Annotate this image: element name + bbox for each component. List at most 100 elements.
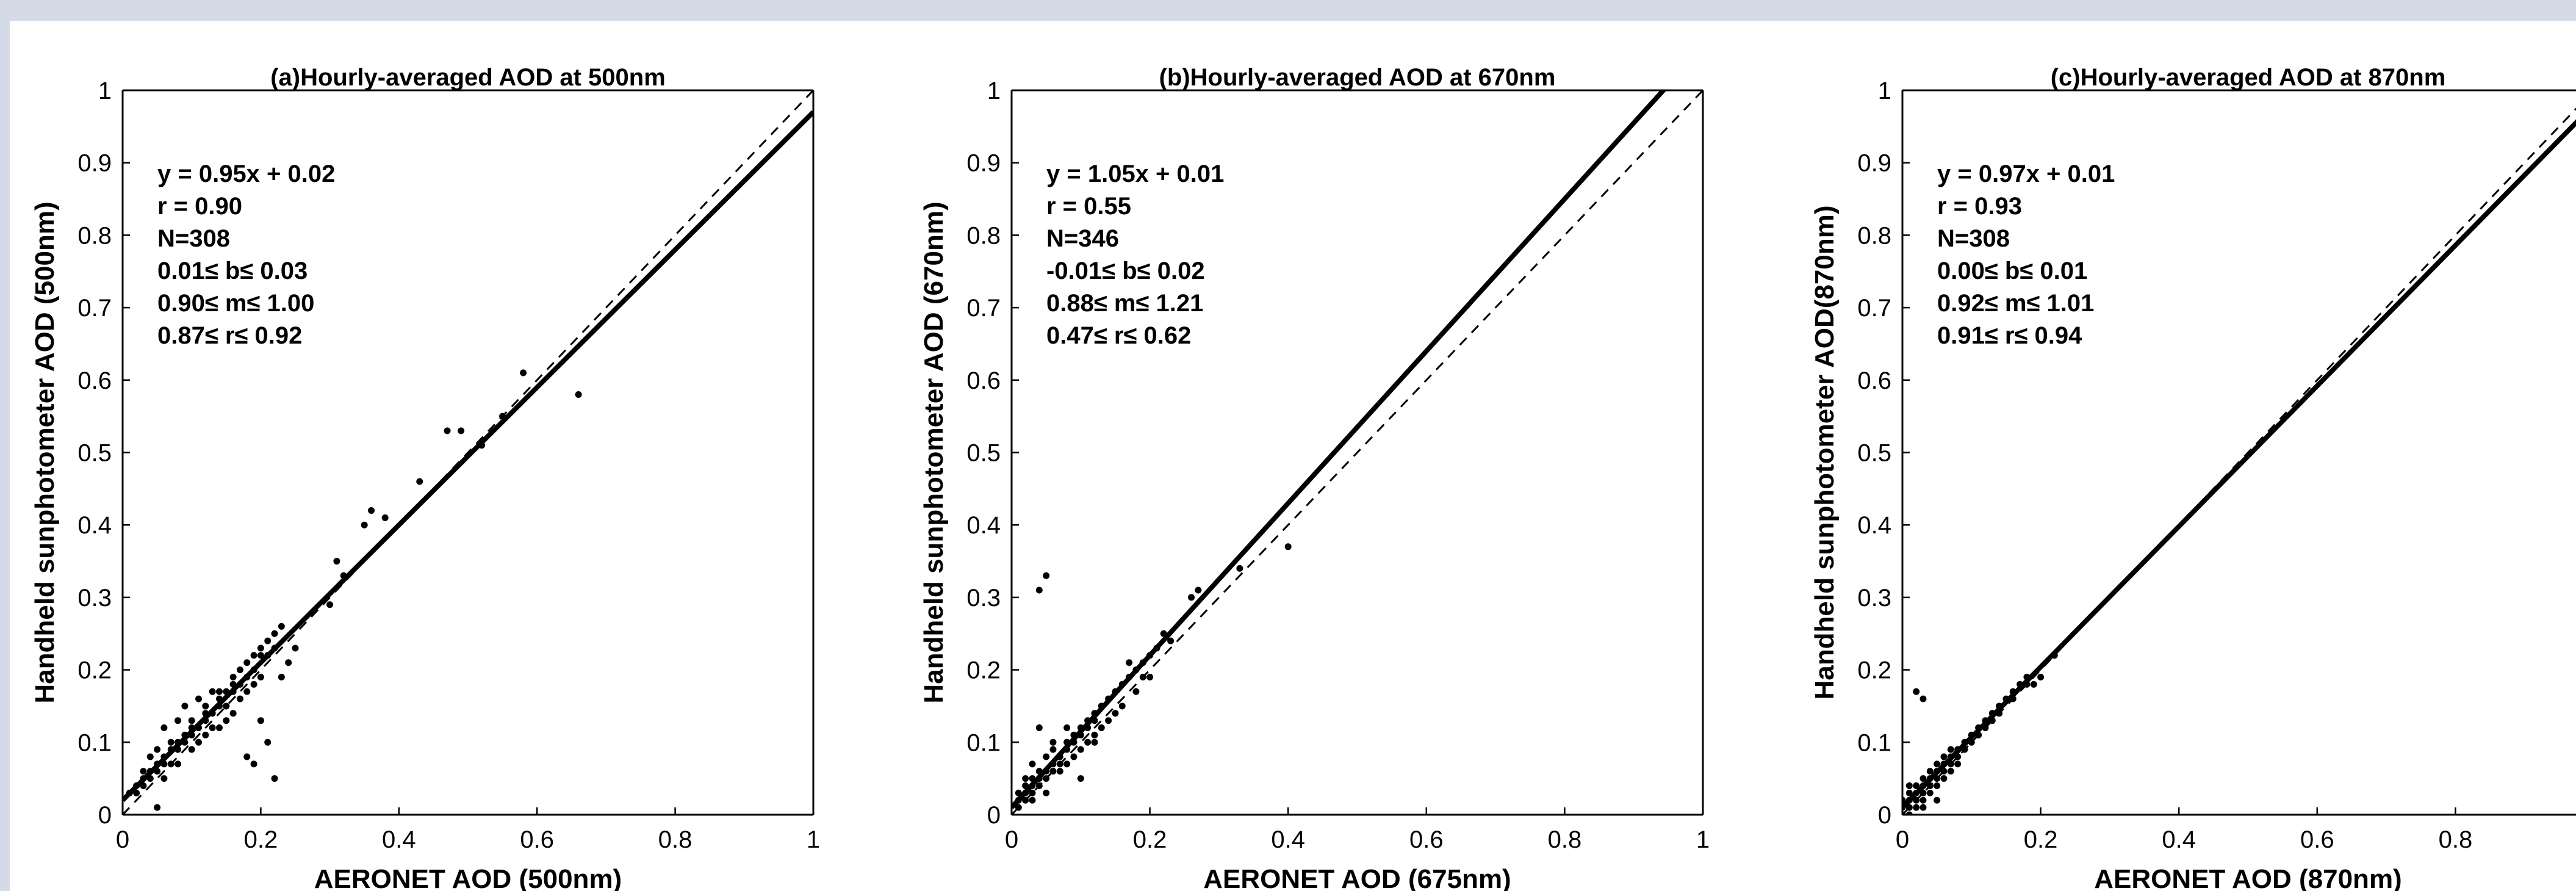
data-point — [188, 731, 195, 738]
stats-annotation: 0.88≤ m≤ 1.21 — [1046, 290, 1203, 317]
data-point — [271, 630, 278, 637]
data-point — [1022, 789, 1029, 796]
data-point — [1947, 760, 1954, 768]
data-point — [174, 738, 182, 746]
x-tick-label: 0 — [1005, 826, 1018, 853]
data-point — [1167, 637, 1175, 644]
x-tick-label: 0.8 — [658, 826, 693, 853]
data-point — [236, 695, 243, 702]
data-point — [271, 644, 278, 652]
data-point — [1070, 731, 1078, 738]
data-point — [154, 804, 161, 811]
stats-annotation: r = 0.90 — [157, 193, 242, 220]
data-point — [1043, 768, 1050, 775]
y-axis-label: Handheld sunphotometer AOD(870nm) — [1810, 206, 1840, 700]
y-tick-label: 0.9 — [1857, 150, 1891, 177]
data-point — [188, 717, 195, 724]
data-point — [1084, 724, 1092, 732]
stats-annotation: 0.91≤ r≤ 0.94 — [1937, 322, 2082, 349]
data-point — [1132, 666, 1140, 674]
data-point — [1015, 804, 1022, 811]
data-point — [167, 738, 174, 746]
data-point — [223, 702, 230, 710]
data-point — [1996, 710, 2003, 717]
chart-title: (a)Hourly-averaged AOD at 500nm — [270, 64, 666, 91]
x-tick-label: 0.2 — [1133, 826, 1167, 853]
data-point — [257, 652, 264, 659]
data-point — [1926, 775, 1934, 782]
y-tick-label: 0.2 — [966, 657, 1001, 684]
data-point — [1902, 804, 1906, 811]
data-point — [154, 760, 161, 768]
data-point — [160, 753, 168, 760]
data-point — [1926, 789, 1934, 796]
data-point — [1905, 804, 1913, 811]
data-point — [278, 673, 285, 680]
data-point — [257, 717, 264, 724]
stats-annotation: y = 1.05x + 0.01 — [1046, 161, 1224, 187]
data-point — [1975, 731, 1982, 738]
data-point — [1982, 724, 1989, 732]
data-point — [1070, 738, 1078, 746]
data-point — [215, 724, 223, 732]
data-point — [209, 688, 216, 695]
data-point — [1015, 796, 1022, 804]
data-point — [1126, 659, 1133, 666]
data-point — [1913, 789, 1920, 796]
data-point — [1029, 775, 1036, 782]
y-tick-label: 0 — [987, 802, 1001, 829]
x-tick-label: 0.8 — [1548, 826, 1582, 853]
data-point — [1049, 738, 1057, 746]
data-point — [1043, 572, 1050, 579]
x-tick-label: 0 — [116, 826, 129, 853]
data-point — [1056, 753, 1063, 760]
data-point — [1029, 796, 1036, 804]
y-tick-label: 1 — [1878, 78, 1891, 104]
data-point — [264, 652, 272, 659]
data-point — [1195, 586, 1202, 594]
y-tick-label: 0.8 — [77, 222, 112, 249]
one-to-one-line — [123, 90, 813, 815]
data-point — [154, 768, 161, 775]
data-point — [243, 753, 251, 760]
data-point — [1934, 760, 1941, 768]
data-point — [499, 413, 506, 420]
data-point — [1146, 652, 1154, 659]
y-tick-label: 1 — [987, 78, 1001, 104]
data-point — [1056, 760, 1063, 768]
data-point — [209, 710, 216, 717]
data-point — [1043, 789, 1050, 796]
data-point — [1919, 782, 1927, 790]
x-tick-label: 0.6 — [520, 826, 554, 853]
y-tick-label: 0.3 — [966, 585, 1001, 611]
data-point — [478, 442, 486, 449]
data-point — [1236, 565, 1243, 572]
data-point — [1049, 760, 1057, 768]
stats-annotation: N=308 — [1937, 225, 2010, 252]
stats-annotation: 0.87≤ r≤ 0.92 — [157, 322, 302, 349]
data-point — [1139, 673, 1146, 680]
data-point — [381, 514, 389, 521]
y-tick-label: 0.9 — [966, 150, 1001, 177]
data-point — [195, 724, 203, 732]
data-point — [340, 572, 347, 579]
regression-line — [1012, 90, 1667, 809]
data-point — [223, 688, 230, 695]
x-tick-label: 0.4 — [382, 826, 416, 853]
data-point — [292, 644, 299, 652]
y-tick-label: 0.4 — [966, 512, 1001, 539]
data-point — [1049, 768, 1057, 775]
y-tick-label: 0.1 — [966, 729, 1001, 756]
data-point — [1091, 731, 1098, 738]
data-point — [1902, 811, 1906, 815]
data-point — [257, 644, 264, 652]
data-point — [1940, 768, 1948, 775]
data-point — [1905, 796, 1913, 804]
data-point — [229, 688, 237, 695]
data-point — [264, 637, 272, 644]
plot-area — [123, 90, 813, 815]
x-tick-label: 0.6 — [2300, 826, 2334, 853]
stats-annotation: 0.92≤ m≤ 1.01 — [1937, 290, 2094, 317]
data-point — [202, 710, 209, 717]
data-point — [1070, 753, 1078, 760]
